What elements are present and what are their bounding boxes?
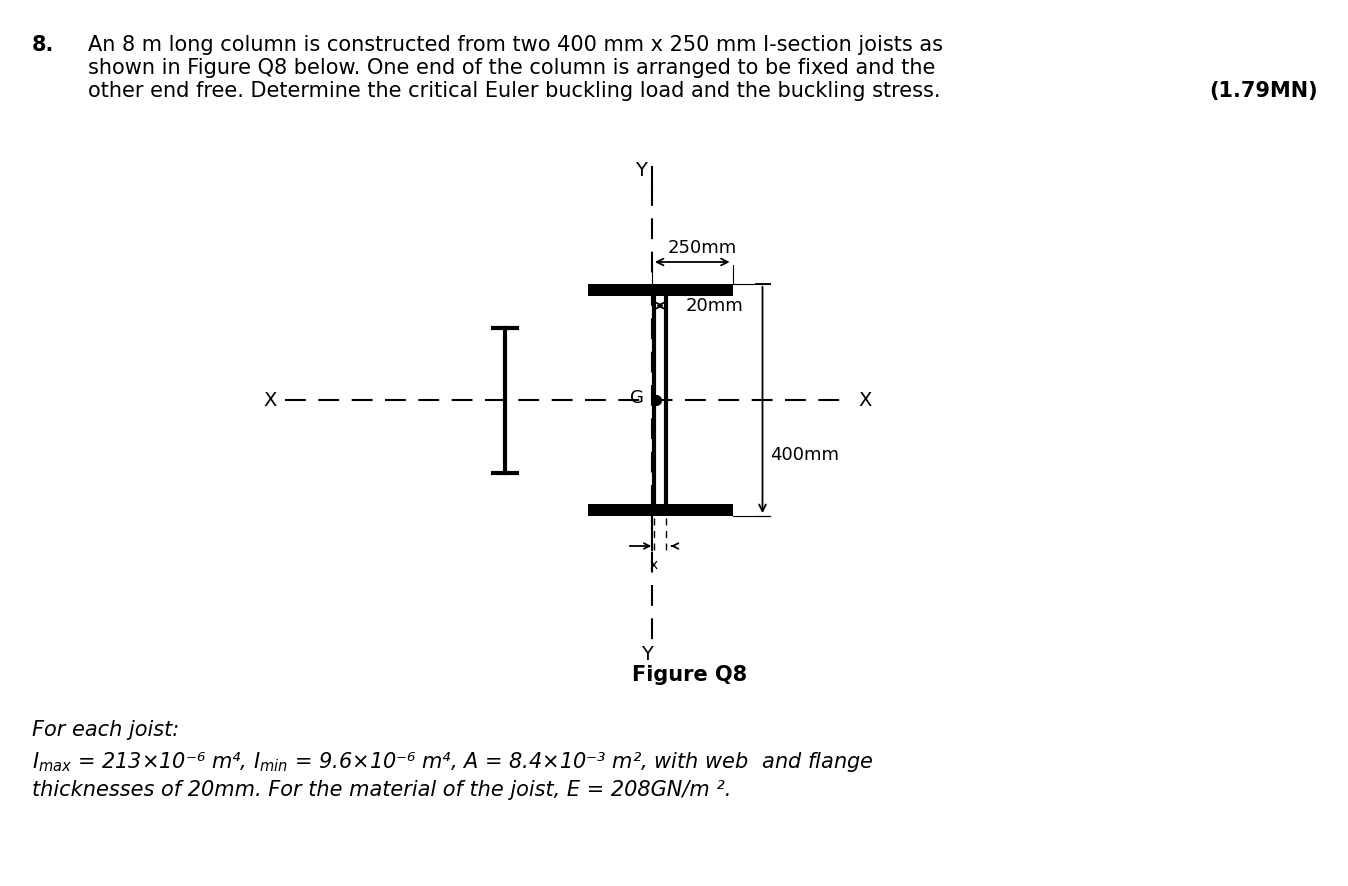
Text: thicknesses of 20mm. For the material of the joist, E = 208GN/m ².: thicknesses of 20mm. For the material of… [32,780,732,800]
Text: shown in Figure Q8 below. One end of the column is arranged to be fixed and the: shown in Figure Q8 below. One end of the… [88,58,936,78]
Text: other end free. Determine the critical Euler buckling load and the buckling stre: other end free. Determine the critical E… [88,81,941,101]
Text: x: x [650,558,658,572]
Bar [588,504,732,516]
Text: $I_{max}$ = 213×10⁻⁶ m⁴, $I_{min}$ = 9.6×10⁻⁶ m⁴, A = 8.4×10⁻³ m², with web  and: $I_{max}$ = 213×10⁻⁶ m⁴, $I_{min}$ = 9.6… [32,750,874,774]
Bar [588,284,732,296]
Text: Y: Y [635,161,647,180]
Text: An 8 m long column is constructed from two 400 mm x 250 mm I-section joists as: An 8 m long column is constructed from t… [88,35,944,55]
Text: X: X [264,391,276,409]
Text: 250mm: 250mm [667,239,737,257]
Text: For each joist:: For each joist: [32,720,179,740]
Text: 20mm: 20mm [686,297,744,315]
Text: 400mm: 400mm [771,446,840,464]
Text: X: X [857,391,871,409]
Text: G: G [631,389,644,407]
Text: Figure Q8: Figure Q8 [632,665,748,685]
Text: 8.: 8. [32,35,54,55]
Text: Y: Y [642,645,652,664]
Text: (1.79MN): (1.79MN) [1209,81,1318,101]
